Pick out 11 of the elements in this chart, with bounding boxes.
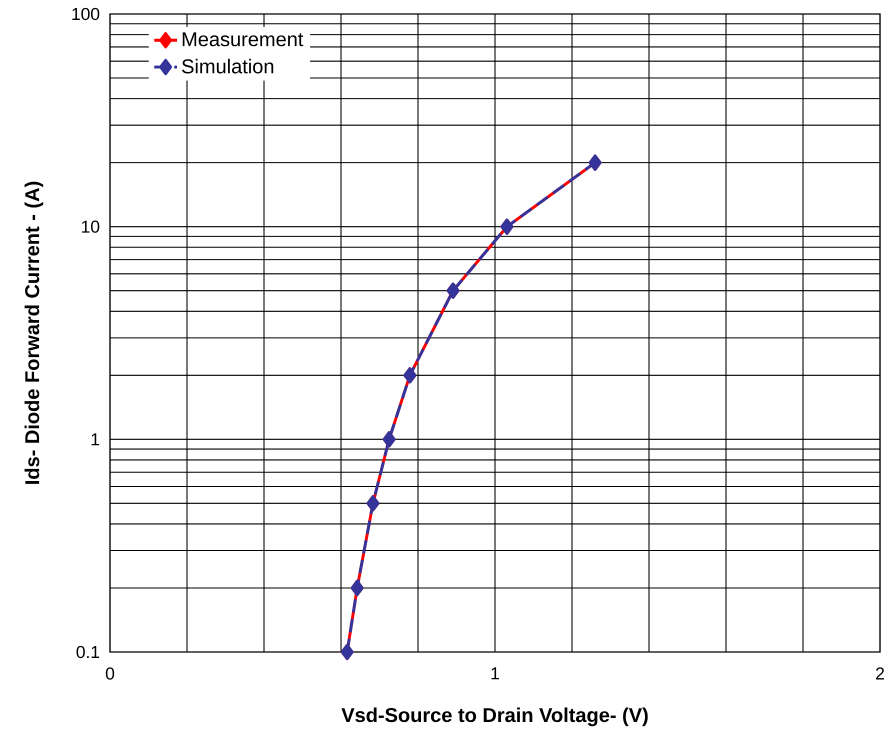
legend-label: Measurement bbox=[182, 32, 304, 46]
x-tick-label: 0 bbox=[106, 667, 114, 680]
legend-label: Simulation bbox=[182, 58, 274, 74]
y-tick-label: 0.1 bbox=[76, 646, 100, 658]
y-tick-label: 1 bbox=[92, 433, 100, 446]
x-axis-title: Vsd-Source to Drain Voltage- (V) bbox=[341, 707, 648, 726]
x-tick-label: 2 bbox=[876, 667, 884, 680]
y-tick-label: 10 bbox=[82, 220, 100, 233]
x-tick-label: 1 bbox=[492, 667, 499, 680]
y-tick-label: 100 bbox=[72, 8, 100, 20]
y-axis-title: Ids- Diode Forward Current - (A) bbox=[24, 182, 44, 484]
